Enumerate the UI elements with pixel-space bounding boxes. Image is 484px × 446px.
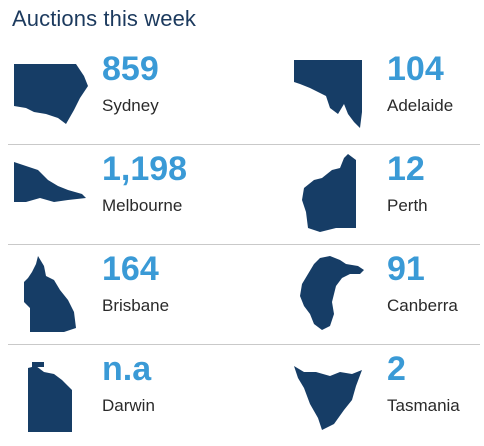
wa-map-icon [290, 152, 370, 232]
city-card-adelaide: 104 Adelaide [276, 46, 484, 146]
city-name: Darwin [102, 396, 155, 415]
city-name: Sydney [102, 96, 159, 115]
nt-map-icon [10, 352, 90, 432]
nsw-map-icon [10, 52, 90, 132]
divider [8, 244, 480, 245]
city-name: Melbourne [102, 196, 183, 215]
auction-count: 859 [102, 50, 159, 88]
auction-count: 91 [387, 250, 425, 288]
city-name: Canberra [387, 296, 458, 315]
tas-map-icon [290, 352, 370, 432]
divider [8, 144, 480, 145]
qld-map-icon [10, 252, 90, 332]
row-4: n.a Darwin 2 Tasmania [0, 346, 484, 446]
city-card-sydney: 859 Sydney [0, 46, 242, 146]
city-card-melbourne: 1,198 Melbourne [0, 146, 242, 246]
divider [8, 344, 480, 345]
row-2: 1,198 Melbourne 12 Perth [0, 146, 484, 246]
city-card-tasmania: 2 Tasmania [276, 346, 484, 446]
row-1: 859 Sydney 104 Adelaide [0, 46, 484, 146]
auction-count: 164 [102, 250, 159, 288]
auction-count: 2 [387, 350, 406, 388]
row-3: 164 Brisbane 91 Canberra [0, 246, 484, 346]
sa-map-icon [290, 52, 370, 132]
auction-count: n.a [102, 350, 152, 388]
city-card-canberra: 91 Canberra [276, 246, 484, 346]
city-card-perth: 12 Perth [276, 146, 484, 246]
auction-count: 1,198 [102, 150, 188, 188]
city-card-brisbane: 164 Brisbane [0, 246, 242, 346]
city-card-darwin: n.a Darwin [0, 346, 242, 446]
city-name: Tasmania [387, 396, 460, 415]
auction-count: 12 [387, 150, 425, 188]
vic-map-icon [10, 152, 90, 232]
city-name: Adelaide [387, 96, 454, 115]
page-title: Auctions this week [12, 6, 196, 31]
auction-count: 104 [387, 50, 444, 88]
city-name: Perth [387, 196, 428, 215]
act-map-icon [290, 252, 370, 332]
city-name: Brisbane [102, 296, 170, 315]
